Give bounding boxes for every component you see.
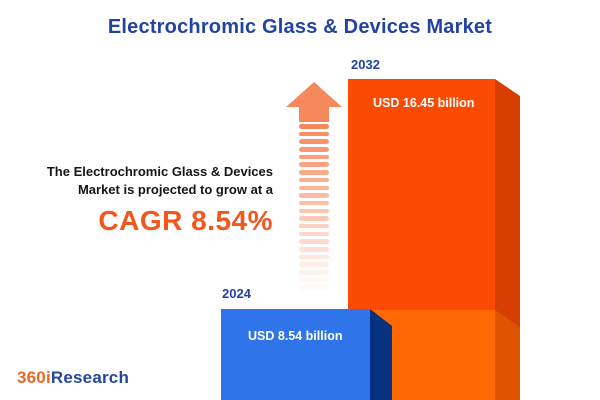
page-title: Electrochromic Glass & Devices Market [107, 16, 493, 38]
brand-logo: 360iResearch [17, 368, 129, 388]
year-label-2024: 2024 [222, 286, 251, 301]
arrow-stem [299, 107, 329, 122]
bar-2032-value-label: USD 16.45 billion [373, 96, 475, 110]
bar-2024-side-face [370, 309, 392, 400]
growth-arrow-icon [286, 82, 342, 293]
bar-2032-side-face [495, 79, 520, 400]
bar-2032-side-face-lower [495, 310, 520, 400]
growth-arrow-stripes [299, 124, 329, 290]
annotation-line-1: The Electrochromic Glass & Devices [46, 164, 273, 179]
growth-annotation: The Electrochromic Glass & Devices Marke… [47, 163, 273, 240]
arrow-head [286, 82, 342, 107]
bar-2024-value-label: USD 8.54 billion [248, 329, 343, 343]
bar-2024-front-face: USD 8.54 billion [221, 309, 370, 400]
logo-suffix-research: Research [50, 368, 130, 387]
annotation-line-2: Market is projected to grow at a [77, 181, 273, 197]
logo-prefix-360i: 360i [17, 368, 51, 387]
year-label-2032: 2032 [351, 57, 380, 72]
cagr-value: CAGR 8.54% [98, 205, 273, 237]
